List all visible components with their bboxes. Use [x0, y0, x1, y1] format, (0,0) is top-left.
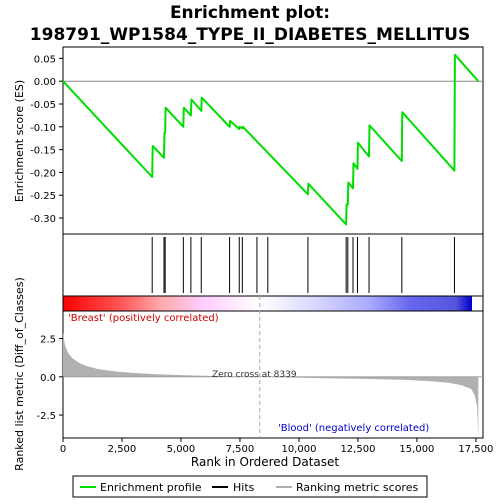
es-y-tick-label: 0.05 — [34, 54, 56, 65]
es-y-axis: 0.05 0.00 -0.05 -0.10 -0.15 -0.20 -0.25 -0.30 — [30, 54, 63, 225]
plot-title-line-1: Enrichment plot: — [170, 3, 330, 23]
es-y-tick-label: -0.10 — [30, 123, 56, 134]
metric-y-tick-label: 0.0 — [40, 373, 56, 384]
positive-correlation-label: 'Breast' (positively correlated) — [68, 313, 219, 324]
enrichment-profile-line — [62, 53, 480, 226]
metric-y-axis: 2.5 0.0 -2.5 — [36, 335, 63, 422]
es-y-tick-label: -0.05 — [30, 100, 56, 111]
x-tick-label: 17,500 — [458, 444, 493, 455]
metric-y-tick-label: 2.5 — [40, 335, 56, 346]
ranking-metric-group — [63, 296, 483, 438]
x-tick-label: 15,000 — [399, 444, 434, 455]
legend-ranking-label: Ranking metric scores — [296, 481, 418, 494]
x-tick-label: 12,500 — [340, 444, 375, 455]
enrichment-profile-group — [62, 53, 480, 226]
x-tick-label: 5,000 — [167, 444, 196, 455]
x-axis-label: Rank in Ordered Dataset — [191, 455, 339, 469]
es-y-tick-label: -0.15 — [30, 146, 56, 157]
x-tick-label: 0 — [60, 444, 66, 455]
hits-group — [151, 237, 455, 293]
zero-cross-label: Zero cross at 8339 — [212, 370, 297, 380]
x-axis: 0 2,500 5,000 7,500 10,000 12,500 15,000 17,500 — [60, 438, 493, 455]
hits-panel — [62, 233, 484, 297]
negative-correlation-label: 'Blood' (negatively correlated) — [278, 423, 429, 434]
legend-enrichment-label: Enrichment profile — [100, 481, 202, 494]
es-y-tick-label: -0.20 — [30, 168, 56, 179]
es-y-tick-label: -0.30 — [30, 214, 56, 225]
x-tick-label: 10,000 — [281, 444, 316, 455]
legend: Enrichment profile Hits Ranking metric s… — [72, 475, 428, 498]
metric-y-tick-label: -2.5 — [36, 411, 56, 422]
plot-title-line-2: 198791_WP1584_TYPE_II_DIABETES_MELLITUS — [30, 25, 470, 45]
x-tick-label: 7,500 — [226, 444, 255, 455]
es-y-tick-label: -0.25 — [30, 191, 56, 202]
es-panel — [62, 46, 484, 235]
x-tick-label: 2,500 — [108, 444, 137, 455]
es-y-tick-label: 0.00 — [34, 77, 56, 88]
rank-colorbar — [63, 296, 472, 311]
es-y-axis-label: Enrichment score (ES) — [13, 80, 26, 202]
legend-hits-label: Hits — [233, 481, 255, 494]
legend-box — [72, 475, 428, 498]
metric-y-axis-label: Ranked list metric (Diff_of_Classes) — [13, 277, 26, 471]
